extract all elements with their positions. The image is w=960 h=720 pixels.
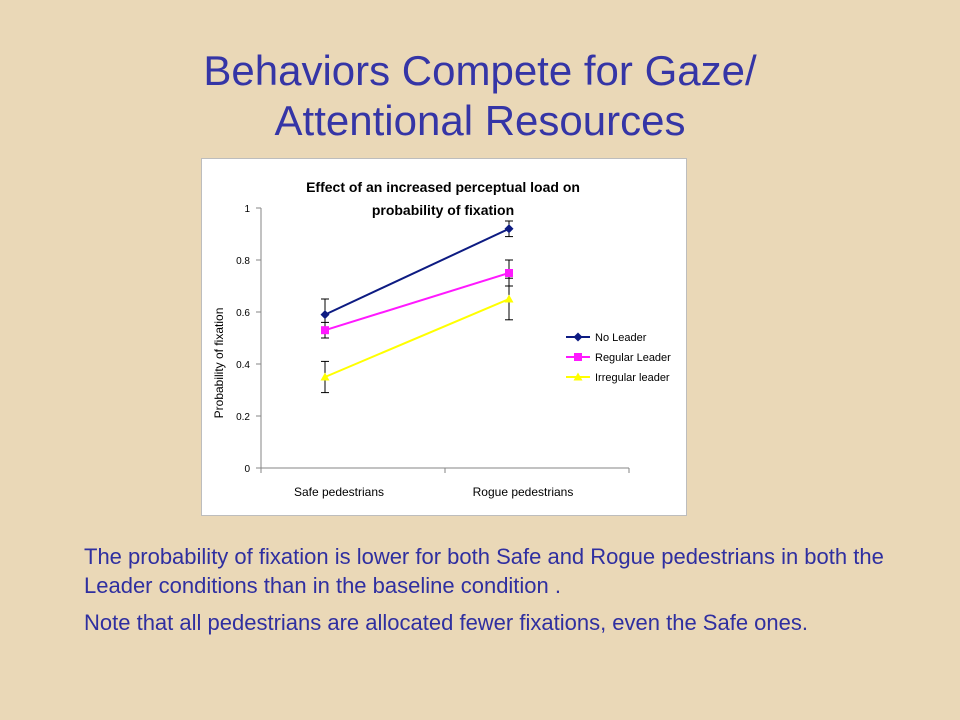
y-axis-label: Probability of fixation (212, 308, 226, 419)
chart-title-line-2: probability of fixation (372, 202, 514, 218)
slide-title-line-1: Behaviors Compete for Gaze/ (203, 47, 757, 94)
series-line (324, 227, 510, 316)
slide-title: Behaviors Compete for Gaze/ Attentional … (0, 46, 960, 146)
paragraph-1: The probability of fixation is lower for… (84, 544, 884, 598)
series-line (324, 298, 510, 378)
x-tick-label: Safe pedestrians (294, 485, 384, 499)
slide-title-line-2: Attentional Resources (274, 97, 686, 144)
series-lines (324, 227, 510, 378)
x-tick-label: Rogue pedestrians (473, 485, 574, 499)
y-tick-label: 0.6 (236, 308, 250, 319)
legend-label: Irregular leader (595, 372, 670, 384)
y-tick-label: 1 (244, 204, 250, 215)
paragraph-2: Note that all pedestrians are allocated … (84, 610, 808, 635)
chart-axes: 0 0.2 0.4 0.6 0.8 1 Safe pedestrians Rogue pede… (236, 204, 630, 499)
chart-frame: Effect of an increased perceptual load o… (201, 158, 687, 516)
series-line (324, 272, 510, 332)
legend-label: Regular Leader (595, 352, 671, 364)
legend-marker (574, 353, 582, 361)
data-point (320, 372, 330, 381)
legend-marker (573, 332, 583, 342)
data-point (320, 310, 330, 320)
y-tick-label: 0.8 (236, 256, 250, 267)
body-text: The probability of fixation is lower for… (84, 542, 904, 645)
data-point (321, 326, 329, 335)
data-point (504, 294, 514, 303)
series-markers (320, 224, 514, 381)
y-tick-label: 0.4 (236, 360, 250, 371)
y-tick-label: 0 (244, 464, 250, 475)
data-point (505, 269, 513, 277)
legend-marker (573, 372, 583, 381)
legend-label: No Leader (595, 332, 647, 344)
data-point (504, 224, 514, 234)
line-chart: Effect of an increased perceptual load o… (212, 179, 671, 499)
chart-legend: No Leader Regular Leader Irregular leader (566, 332, 671, 384)
chart-title-line-1: Effect of an increased perceptual load o… (306, 179, 580, 195)
y-tick-label: 0.2 (236, 412, 250, 423)
